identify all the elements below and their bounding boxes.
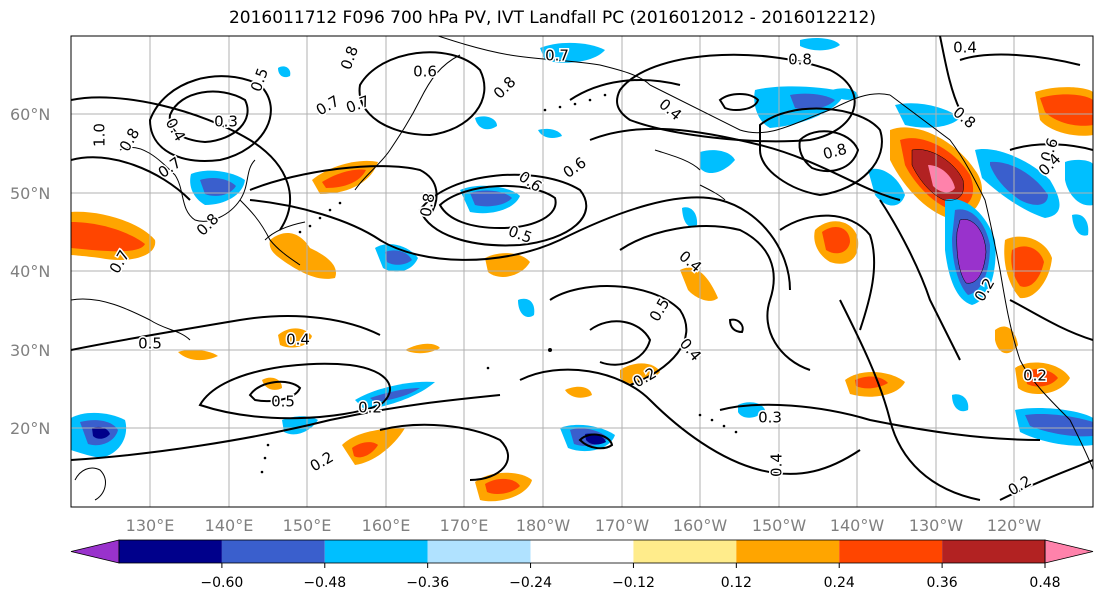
colorbar-tick-label: −0.12 [612,575,655,591]
contour-label: 1.0 [91,123,109,147]
contour-label: 0.4 [953,39,977,57]
contour-label: 0.5 [138,335,162,353]
colorbar-tick-label: −0.24 [509,575,552,591]
contour-label: 0.2 [358,399,382,417]
lat-label: 50°N [10,184,50,203]
colorbar-segment [633,540,737,563]
contour-label: 0.8 [417,192,439,219]
contour-label: 0.8 [788,51,812,69]
colorbar-extend-high [1044,539,1094,564]
longitude-labels: 130°E 140°E 150°E 160°E 170°E 180°W 170°… [126,516,1042,535]
lon-label: 130°W [909,516,964,535]
lon-label: 160°E [362,516,411,535]
lat-label: 30°N [10,341,50,360]
contour-label: 0.2 [1023,367,1047,385]
lon-label: 140°E [205,516,254,535]
contour-label: 0.6 [413,63,437,81]
colorbar-segment [221,540,325,563]
map-frame [70,35,1094,508]
pv-contours [71,36,1093,501]
contour-label: 0.7 [545,47,569,65]
lon-label: 130°E [126,516,175,535]
colorbar-tick-label: 0.36 [927,575,958,591]
lon-label: 150°W [752,516,807,535]
contour-label: 0.3 [758,409,782,427]
lat-label: 40°N [10,262,50,281]
island-chains [260,93,738,474]
colorbar-tick-label: −0.36 [406,575,449,591]
colorbar-tick-label: 0.48 [1029,575,1060,591]
lat-label: 60°N [10,105,50,124]
contour-label: 0.5 [271,393,295,411]
contour-label: 0.4 [768,453,786,477]
graticule [71,36,1093,507]
map-title: 2016011712 F096 700 hPa PV, IVT Landfall… [228,8,876,28]
colorbar-segment [324,540,428,563]
lon-label: 120°W [987,516,1042,535]
colorbar-segment [427,540,531,563]
colorbar-segment [119,540,222,563]
colorbar-tick-label: 0.24 [824,575,855,591]
shading-outlines [911,149,987,284]
lon-label: 160°W [673,516,728,535]
lon-label: 180°W [516,516,571,535]
lon-label: 170°E [440,516,489,535]
lon-label: 150°E [283,516,332,535]
coastlines [71,36,1093,501]
lon-label: 140°W [830,516,885,535]
colorbar-tick-label: −0.60 [200,575,243,591]
contour-label: 0.3 [214,113,238,131]
colorbar-extend-low [70,539,120,564]
colorbar-segment [736,540,840,563]
colorbar-tick-label: −0.48 [303,575,346,591]
contour-label: 0.4 [286,331,310,349]
lon-label: 170°W [595,516,650,535]
latitude-labels: 60°N 50°N 40°N 30°N 20°N [10,105,50,438]
colorbar-tick-label: 0.12 [721,575,752,591]
colorbar-frame [118,539,1046,564]
colorbar-segment [530,540,634,563]
lat-label: 20°N [10,419,50,438]
colorbar-segment [942,540,1045,563]
map-canvas: 0.8 0.70.60.80.60.80.50.4 0.30.7 0.40.70.80… [71,36,1093,507]
colorbar-segment [839,540,943,563]
colorbar: −0.60 −0.48 −0.36 −0.24 −0.12 0.12 0.24 0.36 0.4… [70,539,1094,591]
